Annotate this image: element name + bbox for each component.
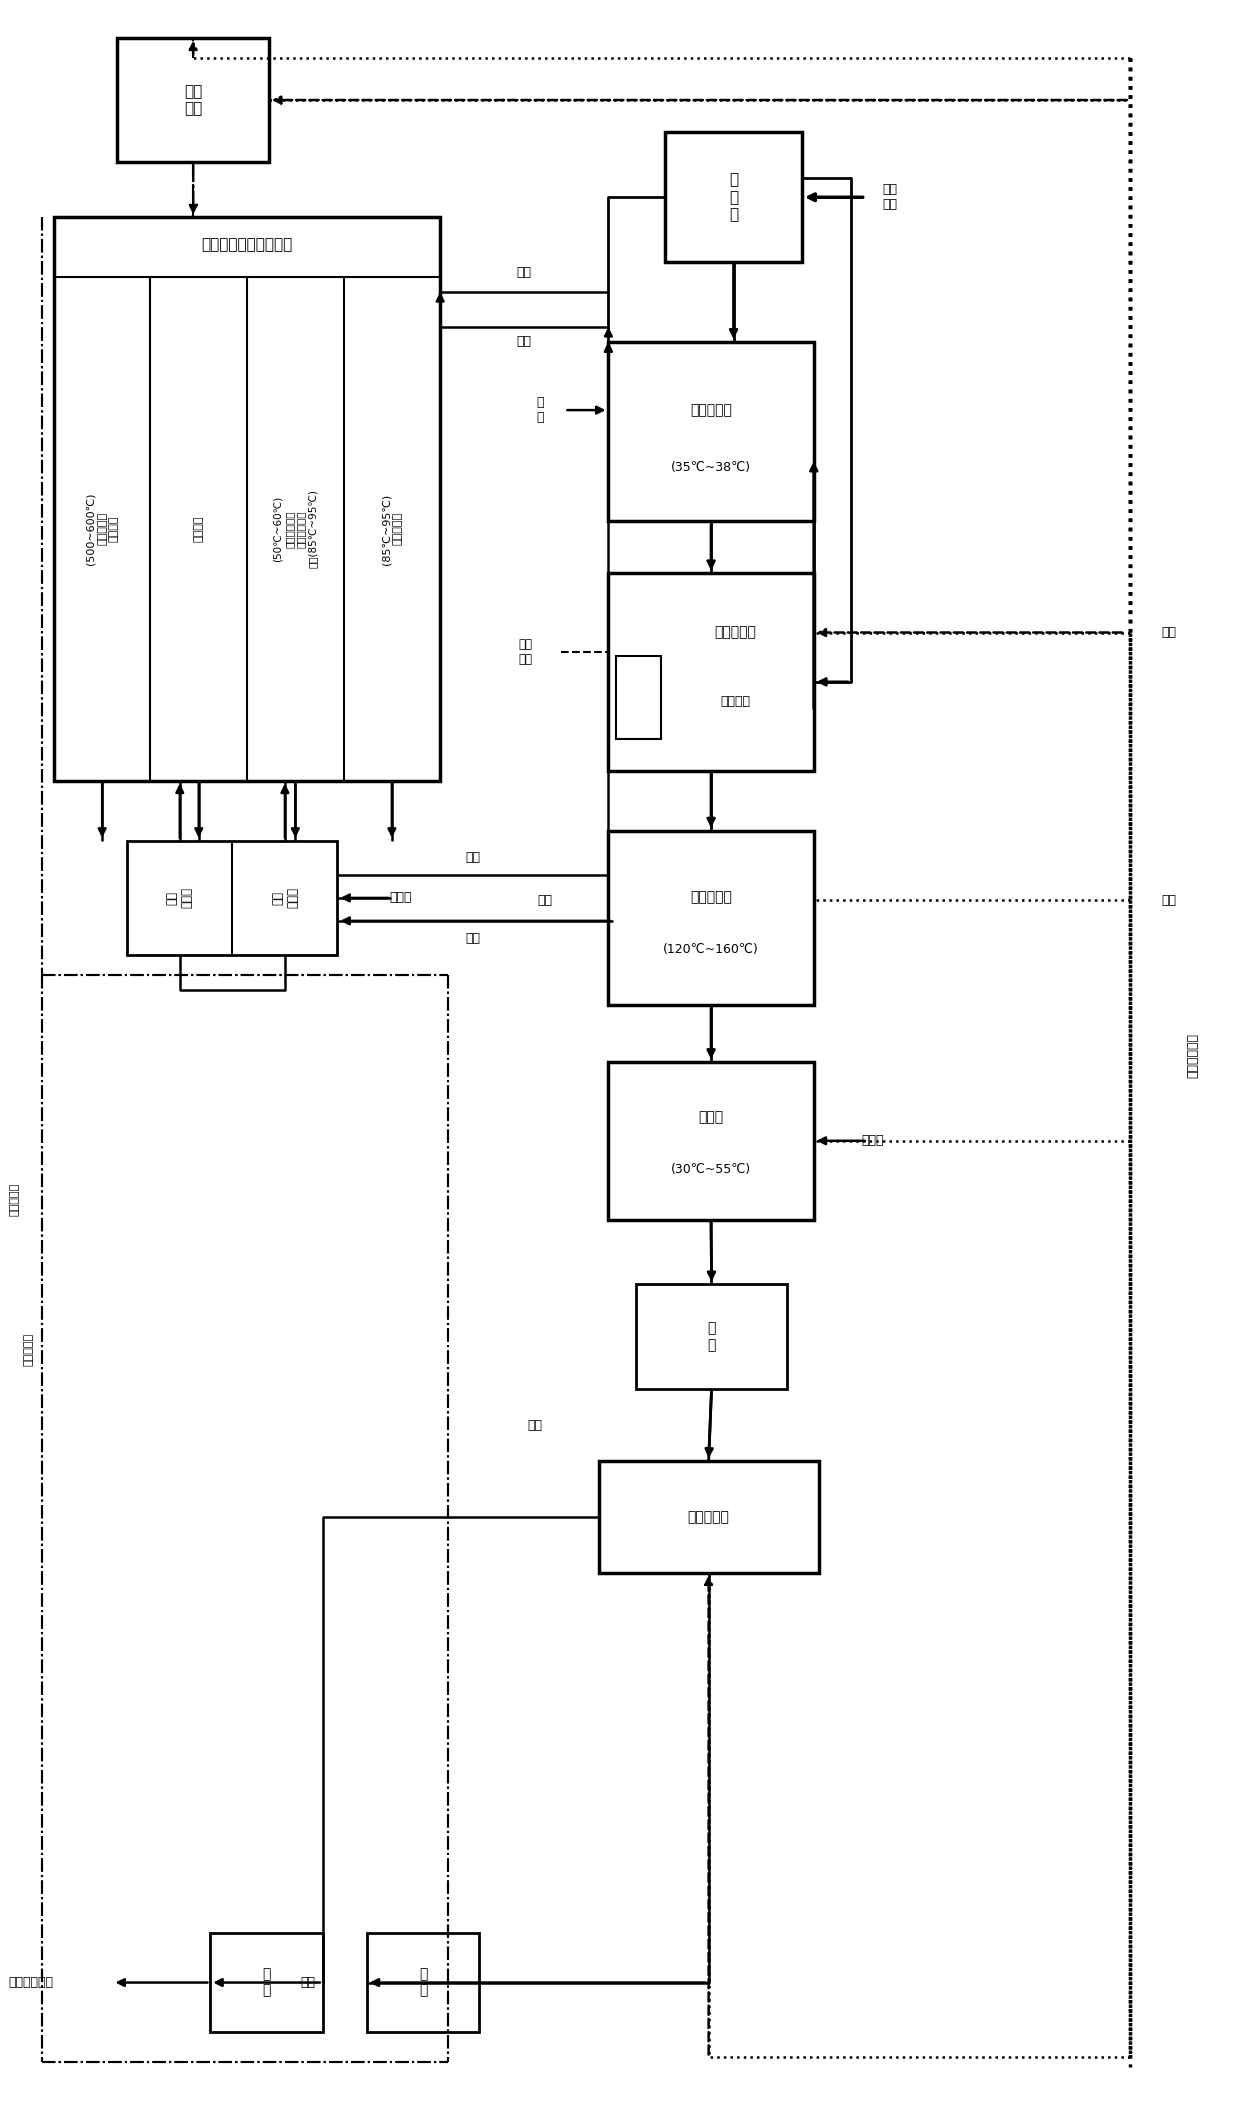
Text: 乙烷燃烧型: 乙烷燃烧型	[24, 1332, 33, 1366]
Bar	[599, 1461, 818, 1573]
Text: 水泵
流量计: 水泵 流量计	[270, 887, 299, 908]
Bar	[609, 1062, 813, 1220]
Bar	[609, 342, 813, 521]
Text: 上水: 上水	[517, 266, 532, 279]
Text: (85℃~95℃)
发电余热水: (85℃~95℃) 发电余热水	[381, 494, 403, 564]
Text: 水补充: 水补充	[862, 1134, 884, 1146]
Text: 发电机组废热: 发电机组废热	[1187, 1032, 1200, 1077]
Text: 发电系统废热利用系统: 发电系统废热利用系统	[201, 239, 293, 253]
Bar	[118, 38, 269, 163]
Text: (30℃~55℃): (30℃~55℃)	[671, 1163, 751, 1176]
Bar	[665, 133, 802, 262]
Text: 沼气燃烧炉: 沼气燃烧炉	[691, 403, 732, 418]
Text: 换热器: 换热器	[698, 1110, 724, 1125]
Text: 土
壤: 土 壤	[419, 1967, 428, 1997]
Bar	[616, 657, 661, 739]
Bar	[211, 1934, 322, 2033]
Text: 玉米
秸秆: 玉米 秸秆	[883, 184, 898, 211]
Bar	[609, 574, 813, 771]
Bar	[128, 840, 337, 956]
Text: 发酵处理: 发酵处理	[720, 695, 750, 707]
Text: 厌氧发酵罐: 厌氧发酵罐	[714, 625, 756, 640]
Text: 上水: 上水	[537, 893, 552, 908]
Text: (120℃~160℃): (120℃~160℃)	[663, 944, 759, 956]
Text: 用热机组: 用热机组	[193, 515, 203, 543]
Text: 回水: 回水	[517, 336, 532, 348]
Text: 排放: 排放	[1162, 893, 1177, 908]
Text: 发
电: 发 电	[263, 1967, 270, 1997]
Text: 沼渣: 沼渣	[300, 1976, 316, 1989]
Text: 供电供热用户: 供电供热用户	[9, 1976, 53, 1989]
Text: 沼液: 沼液	[527, 1419, 543, 1431]
Text: 回水: 回水	[465, 933, 480, 946]
Text: 排放: 排放	[1162, 627, 1177, 640]
Text: 废气
排放: 废气 排放	[184, 84, 202, 116]
Text: 水泵
流量计: 水泵 流量计	[166, 887, 193, 908]
Bar	[53, 217, 440, 781]
Text: 沼液
循环: 沼液 循环	[518, 638, 532, 667]
Text: 沼化处理机: 沼化处理机	[688, 1509, 729, 1524]
Bar	[636, 1283, 787, 1389]
Text: 换
热
器: 换 热 器	[729, 173, 738, 222]
Text: 沼
气: 沼 气	[536, 397, 543, 424]
Text: (500~600℃)
乙醇燃烧型
发电机组: (500~600℃) 乙醇燃烧型 发电机组	[86, 492, 119, 566]
Text: 水
泵: 水 泵	[707, 1321, 715, 1351]
Text: 水补充: 水补充	[389, 891, 412, 904]
Text: 乙烷燃烧型: 乙烷燃烧型	[10, 1182, 20, 1216]
Bar	[609, 830, 813, 1005]
Bar	[367, 1934, 480, 2033]
Text: 上水: 上水	[465, 851, 480, 863]
Text: (50℃~60℃)
沸点低温有机
工质循环发电
机组(85℃~95℃): (50℃~60℃) 沸点低温有机 工质循环发电 机组(85℃~95℃)	[273, 490, 317, 568]
Text: 秸秆预处理: 秸秆预处理	[691, 891, 732, 904]
Text: (35℃~38℃): (35℃~38℃)	[671, 460, 751, 475]
